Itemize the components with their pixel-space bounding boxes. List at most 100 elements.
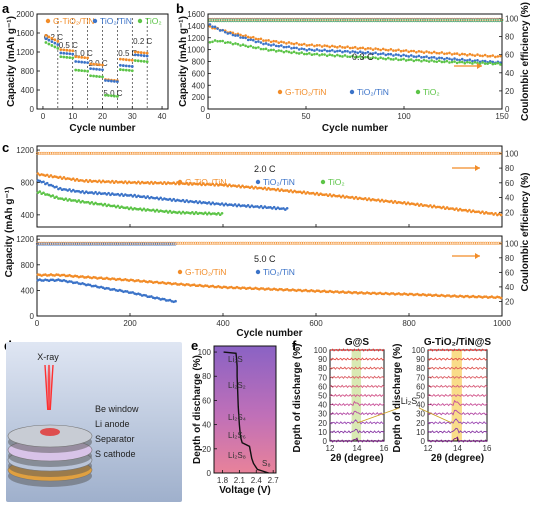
panel-b-point [450,58,454,61]
panel-c-bottom-ce-point [292,241,296,245]
panel-a-point [107,94,110,97]
panel-c-bottom-point [362,292,365,295]
panel-c-bottom-ce-point [171,242,175,246]
panel-c-top-ce-point [335,151,339,155]
panel-c-bottom-ce-point [335,241,339,245]
panel-c-top-point [220,202,224,205]
panel-b-point [369,52,372,55]
panel-d-beam-spot [40,428,60,436]
panel-b-point [356,51,360,55]
panel-c-top-ce-point [35,151,40,155]
panel-c-top-point [124,180,127,183]
panel-f-ytick-label: 50 [318,392,327,401]
panel-c-top-point [58,175,62,179]
panel-c-top-point [111,179,114,183]
panel-c-top-ce-point [73,151,77,155]
panel-a-point [133,59,137,62]
panel-a-point [110,79,113,83]
panel-c-bottom-ce-point [56,242,60,246]
panel-b-point [241,43,245,47]
panel-e-xtick-label: 2.4 [251,476,263,485]
panel-c-top-ce-point [97,151,101,155]
panel-c-bottom-ce-point [93,242,97,246]
panel-c-top-ce-point [324,151,328,155]
panel-c-top-ce-point [394,151,398,155]
panel-c-bottom-ce-point [344,241,348,245]
panel-c-bottom-ce-point [422,241,426,245]
panel-b-point [292,42,296,46]
panel-c-top-point [442,205,445,209]
panel-a-point [145,60,149,64]
panel-e-species-label: Li₂S₄ [228,413,246,422]
panel-f-pattern-line [427,436,488,443]
panel-c-top-point [209,202,213,206]
panel-c-top-point [62,176,66,179]
panel-c-bottom-ce-point [162,242,166,246]
panel-c-bottom-ce-point [404,241,408,245]
panel-c-top-ce-point [143,151,147,155]
panel-b-point [420,50,423,54]
panel-c-bottom-ce-point [80,242,84,246]
panel-c-top-ce-point [273,151,278,155]
panel-b-point [259,37,263,41]
panel-c-bottom-point [250,287,254,291]
panel-c-top-point [367,197,371,200]
panel-b-point [499,63,502,66]
panel-c-bottom-ce-point [127,242,131,246]
panel-c-top-point [172,181,176,184]
panel-c-top-point [170,199,174,202]
panel-f-pattern-line [427,384,488,389]
panel-c-top-ce-point [259,151,263,155]
panel-c-bottom-legend-t-marker [255,269,261,275]
panel-b-point [415,50,418,54]
panel-a-point [127,64,131,68]
panel-c-top-ce-point [167,151,172,155]
panel-b-point [313,52,316,56]
panel-f-pattern-line [329,428,385,434]
panel-c-bottom-ce-point [52,242,56,246]
panel-a-point [47,42,51,46]
panel-b-point [458,60,461,64]
panel-c-top-ce-point [493,151,497,155]
panel-c-top-point [207,201,211,204]
panel-b-point [328,53,332,57]
panel-c-top-ce-point [197,151,201,155]
panel-b-point [471,62,474,65]
panel-c-bottom-ce-point [281,241,285,245]
panel-c-top-point [83,201,86,204]
panel-e-species-label: Li₂S₂ [228,381,246,390]
panel-a-rate-label: 0.5 C [59,41,78,50]
panel-c-top-point [449,207,453,210]
panel-c-bottom-ce-point [314,241,319,245]
panel-b-point [488,61,492,65]
panel-c-bottom-ce-point [190,241,194,245]
panel-c-top-ce-point [268,151,272,155]
panel-c-bottom-ce-point [415,241,419,245]
panel-b-point [330,48,334,52]
panel-c-top-ce-point [110,151,114,155]
panel-a-point [56,39,60,43]
panel-c-top-point [96,180,99,184]
panel-c-top-point [99,202,103,206]
panel-b-point [387,56,390,60]
panel-c-top-point [127,207,131,211]
panel-b-point [348,51,352,54]
panel-b-point [387,49,390,52]
panel-c-top-ce-point [52,151,56,155]
panel-c-top-point [321,193,324,197]
panel-c-top-point [211,182,215,186]
panel-c-top-point [499,213,503,217]
panel-c-bottom-ce-point [192,241,196,245]
panel-a-rate-label: 0.2 C [133,37,152,46]
panel-c-xlabel: Cycle number [236,328,302,339]
panel-c-bottom-y2tick-label: 100 [505,239,519,248]
panel-b-point [494,62,497,66]
panel-c-top-point [137,180,140,184]
panel-c-bottom-ce-point [134,242,138,246]
panel-c-top-point [133,193,136,197]
panel-c-top-ce-point [484,151,488,155]
panel-b-point [476,53,479,56]
panel-c-top-point [96,202,99,206]
panel-c-bottom-ce-point [296,241,300,245]
panel-c-bottom-legend-g-marker [177,269,183,275]
